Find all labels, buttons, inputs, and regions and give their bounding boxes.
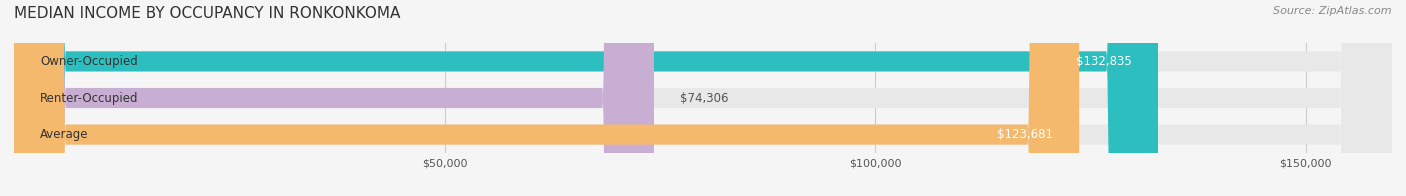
FancyBboxPatch shape (14, 0, 1080, 196)
FancyBboxPatch shape (14, 0, 1392, 196)
FancyBboxPatch shape (14, 0, 1392, 196)
FancyBboxPatch shape (14, 0, 1392, 196)
Text: Renter-Occupied: Renter-Occupied (39, 92, 138, 104)
FancyBboxPatch shape (14, 0, 1159, 196)
Text: Owner-Occupied: Owner-Occupied (39, 55, 138, 68)
Text: MEDIAN INCOME BY OCCUPANCY IN RONKONKOMA: MEDIAN INCOME BY OCCUPANCY IN RONKONKOMA (14, 6, 401, 21)
FancyBboxPatch shape (14, 0, 654, 196)
Text: Average: Average (39, 128, 89, 141)
Text: $132,835: $132,835 (1077, 55, 1132, 68)
Text: Source: ZipAtlas.com: Source: ZipAtlas.com (1274, 6, 1392, 16)
Text: $123,681: $123,681 (997, 128, 1053, 141)
Text: $74,306: $74,306 (679, 92, 728, 104)
